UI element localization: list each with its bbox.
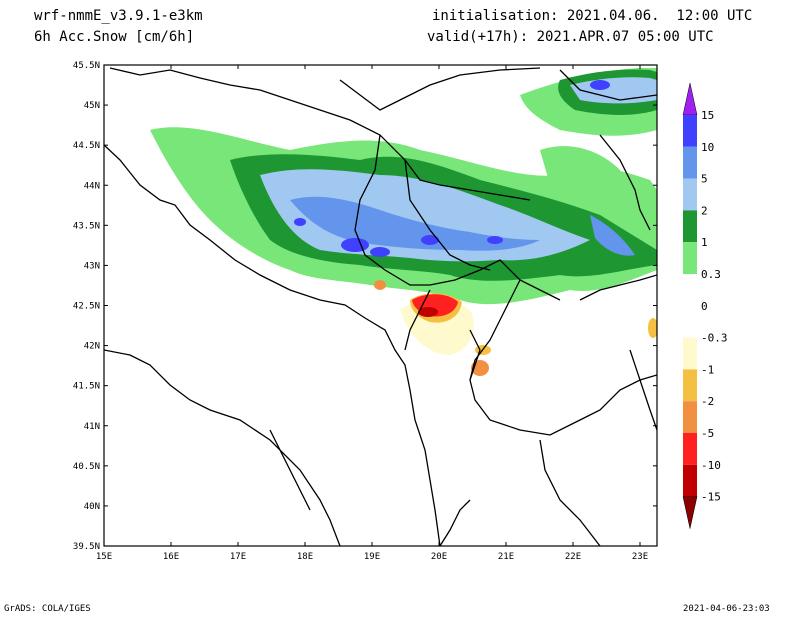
legend-swatch [683,401,697,433]
legend-bottom-arrow [682,496,698,529]
model-title: wrf-nmmE_v3.9.1-e3km [34,8,203,24]
lat-labels: 45.5N 45N 44.5N 44N 43.5N 43N 42.5N 42N 41.5N 41N… [73,61,100,552]
legend-swatch [683,433,697,465]
legend-label: 10 [701,141,714,154]
legend-swatch [683,369,697,402]
legend-swatch [683,274,697,306]
lat-label: 43N [84,261,100,271]
legend-label: 5 [701,173,708,186]
axis-ticks [103,64,657,547]
lon-label: 18E [297,552,313,562]
footer-timestamp: 2021-04-06-23:03 [683,604,770,614]
lon-label: 15E [96,552,112,562]
variable-title: 6h Acc.Snow [cm/6h] [34,29,195,45]
borders [104,67,657,546]
lat-label: 45.5N [73,61,100,71]
lat-label: 43.5N [73,221,100,231]
lat-label: 45N [84,101,100,111]
lon-label: 23E [632,552,648,562]
legend-swatch [683,146,697,179]
lon-label: 20E [431,552,447,562]
legend-swatch [683,242,697,274]
legend-label: 1 [701,236,708,249]
lon-label: 19E [364,552,380,562]
legend-label: -5 [701,427,714,440]
legend-label: -15 [701,491,721,504]
legend-top-arrow [682,82,698,116]
lon-label: 17E [230,552,246,562]
legend-swatch [683,178,697,211]
lat-label: 41N [84,422,100,432]
legend-label: 0.3 [701,268,721,281]
footer-credit: GrADS: COLA/IGES [4,604,91,614]
legend-label: 15 [701,109,714,122]
legend-swatch [683,305,697,338]
valid-time: valid(+17h): 2021.APR.07 05:00 UTC [427,29,714,45]
init-time: initialisation: 2021.04.06. 12:00 UTC [432,8,753,24]
color-legend: 15 10 5 2 1 0.3 0 -0.3 -1 -2 -5 -10 -15 [682,82,728,529]
lat-label: 41.5N [73,382,100,392]
lon-label: 21E [498,552,514,562]
lat-label: 42N [84,342,100,352]
lat-label: 42.5N [73,302,100,312]
legend-label: -0.3 [701,332,728,345]
lon-labels: 15E 16E 17E 18E 19E 20E 21E 22E 23E [96,552,648,562]
lat-label: 39.5N [73,542,100,552]
lat-label: 40.5N [73,462,100,472]
lon-label: 22E [565,552,581,562]
lat-label: 40N [84,502,100,512]
lat-label: 44.5N [73,141,100,151]
legend-swatch [683,115,697,147]
legend-label: -2 [701,395,714,408]
legend-label: -1 [701,363,714,376]
legend-label: 0 [701,300,708,313]
lon-label: 16E [163,552,179,562]
lat-label: 44N [84,181,100,191]
legend-swatch [683,337,697,370]
legend-label: -10 [701,459,721,472]
snow-shading [150,68,657,376]
legend-label: 2 [701,204,708,217]
legend-swatch [683,464,697,497]
legend-swatch [683,210,697,243]
